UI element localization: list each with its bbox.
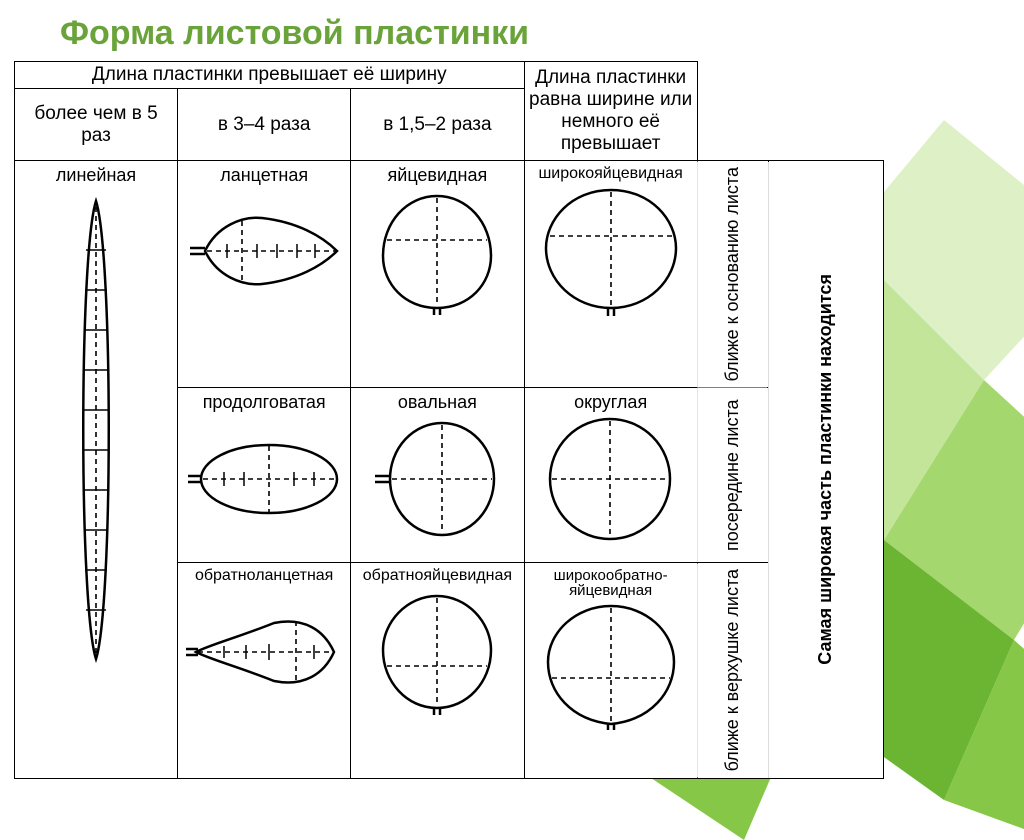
label-oval: овальная [353, 390, 521, 414]
side-apex: ближе к верхушке листа [697, 563, 768, 778]
side-base: ближе к основанию листа [697, 161, 768, 388]
label-oblanceolate: обратноланцетная [180, 565, 348, 587]
header-length-equal: Длина пластинки равна ширине или немного… [524, 62, 697, 161]
cell-broad-ovate: широкояйцевидная [524, 161, 697, 388]
cell-oblong: продолговатая [178, 388, 351, 563]
cell-obovate: обратнояйцевидная [351, 563, 524, 778]
cell-linear: линейная [15, 161, 178, 779]
shape-linear [61, 195, 131, 665]
page-title: Форма листовой пластинки [0, 0, 1024, 61]
header-3-4: в 3–4 раза [178, 89, 351, 161]
cell-lanceolate: ланцетная [178, 161, 351, 388]
shape-broad-ovate [536, 182, 686, 317]
shape-obovate [367, 588, 507, 716]
side-main: Самая широкая часть пластинки находится [768, 161, 883, 779]
side-middle: посередине листа [697, 388, 768, 563]
cell-oval: овальная [351, 388, 524, 563]
cell-broad-obovate: широкообратно-яйцевидная [524, 563, 697, 778]
cell-orbicular: округлая [524, 388, 697, 563]
shape-oval [367, 414, 507, 544]
label-obovate: обратнояйцевидная [353, 565, 521, 587]
header-more-than-5: более чем в 5 раз [15, 89, 178, 161]
shape-oblong [184, 434, 344, 524]
shape-orbicular [538, 412, 683, 547]
leaf-shape-table: Длина пластинки превышает её ширину Длин… [14, 61, 884, 779]
label-lanceolate: ланцетная [180, 163, 348, 187]
cell-oblanceolate: обратноланцетная [178, 563, 351, 778]
label-oblong: продолговатая [180, 390, 348, 414]
shape-ovate [367, 188, 507, 316]
label-linear: линейная [17, 163, 175, 187]
header-1-5-2: в 1,5–2 раза [351, 89, 524, 161]
label-orbicular: округлая [527, 390, 695, 414]
header-length-exceeds: Длина пластинки превышает её ширину [15, 62, 525, 89]
cell-ovate: яйцевидная [351, 161, 524, 388]
shape-broad-obovate [536, 600, 686, 730]
shape-oblanceolate [184, 605, 344, 700]
label-ovate: яйцевидная [353, 163, 521, 187]
shape-lanceolate [187, 204, 342, 299]
label-broad-obovate: широкообратно-яйцевидная [527, 565, 695, 600]
